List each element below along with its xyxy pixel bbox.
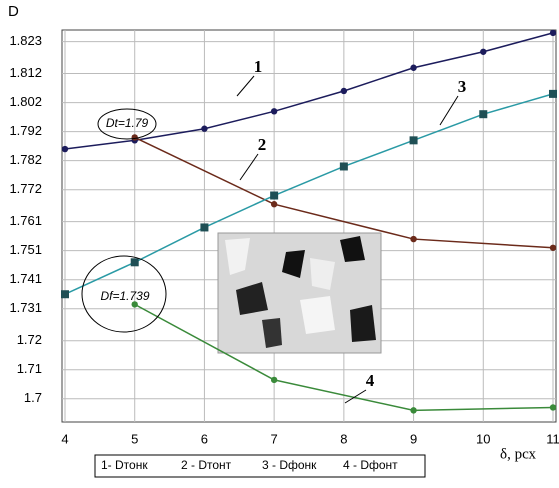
y-axis-label: D	[8, 3, 19, 20]
x-tick-label: 10	[476, 431, 490, 446]
series-label: 1	[254, 57, 263, 76]
marker	[480, 49, 486, 55]
y-tick-label: 1.751	[9, 242, 42, 257]
y-tick-label: 1.741	[9, 271, 42, 286]
marker	[271, 108, 277, 114]
y-tick-label: 1.802	[9, 94, 42, 109]
annotation: Df=1.739	[100, 289, 149, 303]
marker	[200, 223, 208, 231]
marker	[132, 134, 138, 140]
marker	[201, 126, 207, 132]
chart: D δ, рсх 1 2 3 4 Dt=1.79 Df=1.739 1.7 1.71 1.72…	[0, 0, 559, 483]
x-axis-label: δ, рсх	[500, 446, 537, 462]
marker	[410, 65, 416, 71]
y-tick-label: 1.7	[24, 390, 42, 405]
marker	[550, 404, 556, 410]
series-label: 3	[458, 77, 467, 96]
x-tick-label: 9	[410, 431, 417, 446]
marker	[410, 236, 416, 242]
y-tick-label: 1.71	[17, 361, 42, 376]
y-tick-label: 1.812	[9, 65, 42, 80]
x-tick-label: 7	[271, 431, 278, 446]
series-label: 4	[366, 371, 375, 390]
x-tick-label: 8	[340, 431, 347, 446]
marker	[550, 245, 556, 251]
y-tick-label: 1.772	[9, 181, 42, 196]
inset-image	[218, 233, 381, 353]
annotation: Dt=1.79	[106, 116, 149, 130]
marker	[550, 30, 556, 36]
marker	[410, 407, 416, 413]
marker	[62, 146, 68, 152]
marker	[340, 162, 348, 170]
y-tick-label: 1.72	[17, 332, 42, 347]
legend-entry: 4 - Dфонт	[343, 458, 398, 472]
y-tick-label: 1.761	[9, 213, 42, 228]
marker	[410, 136, 418, 144]
x-tick-label: 5	[131, 431, 138, 446]
y-tick-label: 1.731	[9, 300, 42, 315]
y-tick-label: 1.782	[9, 152, 42, 167]
marker	[61, 290, 69, 298]
y-tick-label: 1.792	[9, 123, 42, 138]
marker	[341, 88, 347, 94]
legend-entry: 3 - Dфонк	[262, 458, 317, 472]
legend-entry: 2 - Dтонт	[181, 458, 232, 472]
marker	[271, 377, 277, 383]
x-tick-label: 6	[201, 431, 208, 446]
marker	[270, 192, 278, 200]
plot-frame	[62, 30, 556, 422]
y-tick-label: 1.823	[9, 33, 42, 48]
marker	[271, 201, 277, 207]
marker	[131, 258, 139, 266]
marker	[549, 90, 557, 98]
marker	[479, 110, 487, 118]
x-tick-label: 11	[546, 431, 559, 446]
x-tick-label: 4	[61, 431, 68, 446]
series-label: 2	[258, 135, 267, 154]
legend-entry: 1- Dтонк	[101, 458, 148, 472]
